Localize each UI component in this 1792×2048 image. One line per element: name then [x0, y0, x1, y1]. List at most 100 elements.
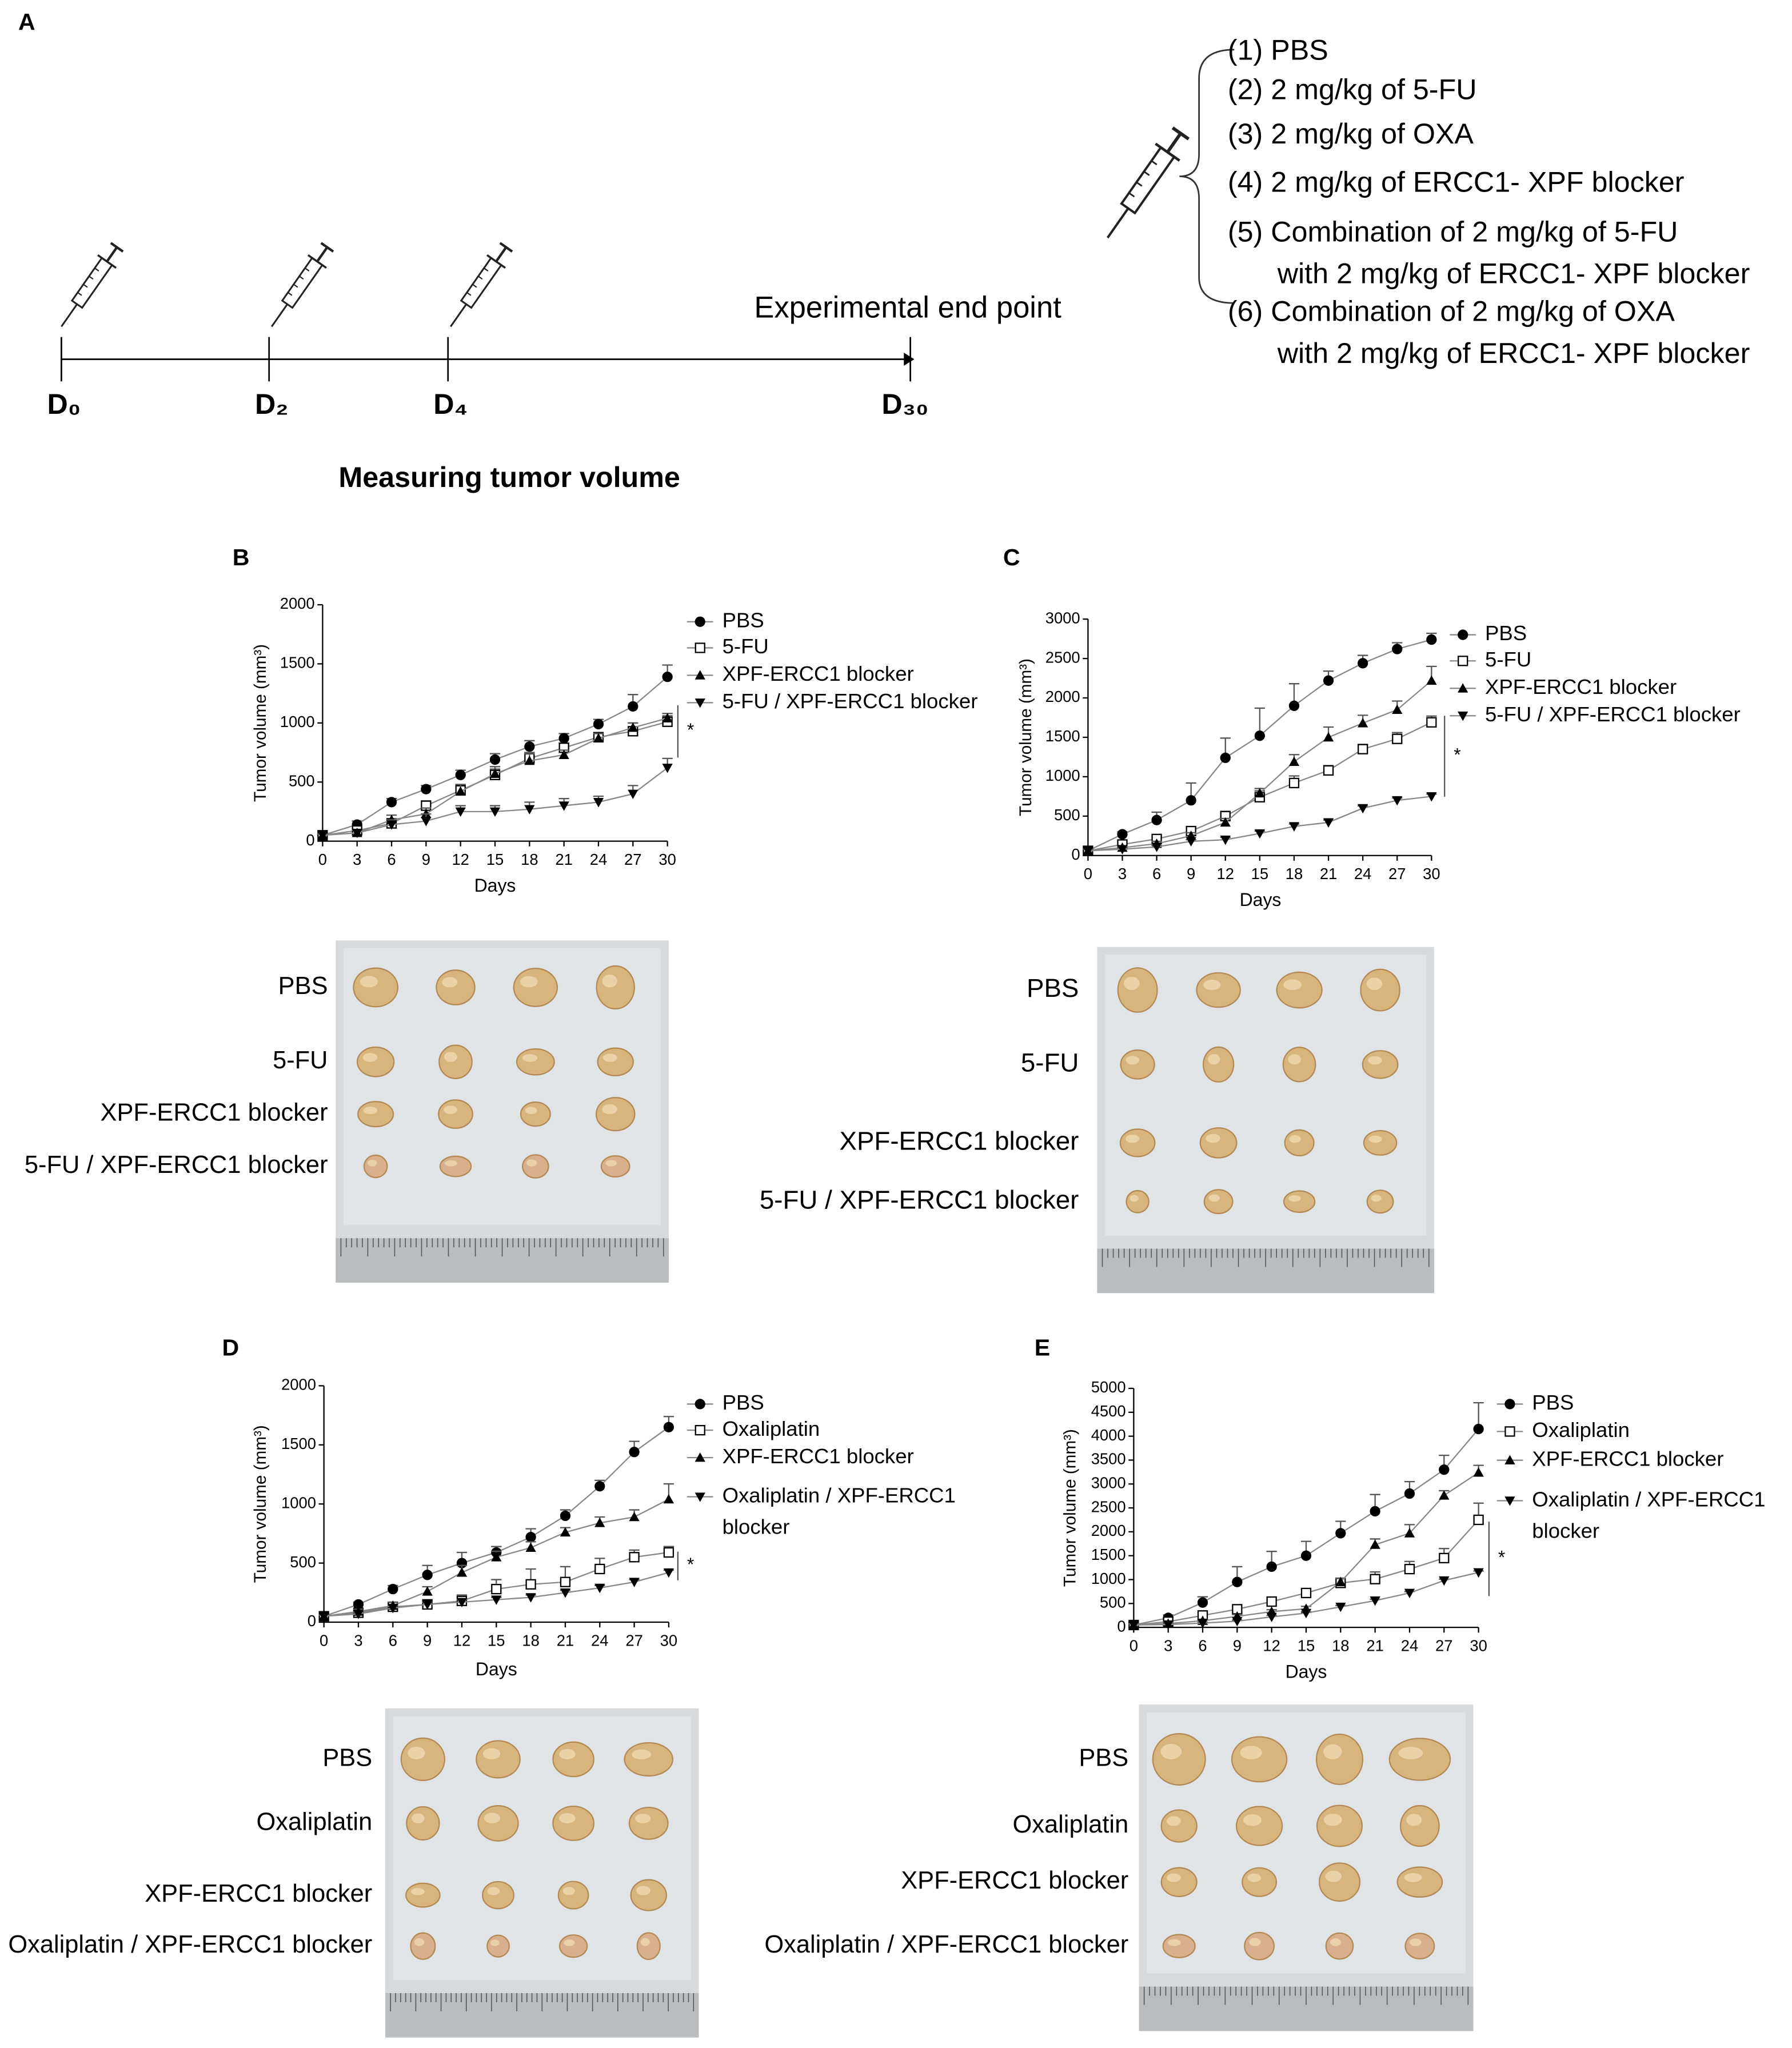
y-tick-label: 0: [306, 831, 314, 849]
legend-marker: [1458, 656, 1468, 666]
tumor-highlight: [1410, 1938, 1422, 1946]
treatment-text: (1) PBS: [1228, 34, 1328, 66]
marker: [1254, 829, 1266, 839]
x-tick-label: 18: [1286, 865, 1303, 883]
marker: [1300, 1587, 1312, 1599]
marker: [491, 1583, 502, 1595]
significance-mark: *: [687, 720, 694, 740]
legend-marker: [1504, 1426, 1515, 1437]
marker: [558, 749, 569, 759]
tumor: [1160, 1867, 1198, 1897]
marker: [1220, 835, 1231, 845]
y-tick-label: 2000: [280, 594, 315, 612]
marker: [629, 1552, 640, 1563]
marker: [558, 733, 569, 744]
y-tick-label: 2500: [1091, 1498, 1126, 1515]
marker: [1404, 1488, 1415, 1499]
tumor-highlight: [1167, 1873, 1181, 1882]
tumor-highlight: [487, 1887, 500, 1895]
marker: [525, 1593, 536, 1603]
marker: [1288, 777, 1300, 789]
tumor-highlight: [522, 1054, 538, 1062]
marker: [1300, 1608, 1312, 1619]
tumor: [1244, 1931, 1275, 1961]
tumor-highlight: [1288, 1195, 1301, 1202]
legend-label: Oxaliplatin: [723, 1417, 820, 1440]
x-tick-label: 18: [1332, 1637, 1349, 1655]
marker: [560, 1510, 571, 1522]
marker: [1232, 1616, 1243, 1627]
tumor: [1283, 1190, 1316, 1213]
timepoint-label: D₀: [47, 388, 81, 420]
tumor: [436, 969, 476, 1005]
marker: [1323, 732, 1334, 742]
legend-label: XPF-ERCC1 blocker: [1485, 675, 1677, 698]
tumor: [1162, 1934, 1196, 1959]
tumor-highlight: [411, 1813, 425, 1823]
y-tick-label: 1000: [281, 1494, 316, 1511]
barrel-mark: [304, 268, 310, 272]
treatment-text: (6) Combination of 2 mg/kg of OXA: [1228, 296, 1675, 328]
y-tick-label: 2500: [1045, 648, 1080, 666]
tumor-highlight: [605, 1160, 617, 1167]
marker: [489, 807, 501, 817]
x-tick-label: 9: [423, 1632, 432, 1650]
tumor-highlight: [445, 1160, 457, 1167]
x-tick-label: 9: [422, 851, 430, 868]
tumor: [596, 965, 635, 1010]
x-tick-label: 15: [1251, 865, 1268, 883]
marker: [1392, 704, 1403, 714]
tumor-highlight: [1249, 1938, 1261, 1946]
significance-mark: *: [1498, 1547, 1505, 1568]
tumor-highlight: [1160, 1744, 1182, 1759]
marker: [1323, 818, 1334, 828]
legend-marker: [695, 670, 705, 680]
marker: [628, 789, 638, 800]
marker: [1117, 829, 1128, 840]
barrel-mark: [94, 268, 99, 272]
barrel-mark: [1151, 160, 1158, 166]
legend-label: PBS: [723, 1391, 764, 1414]
marker: [1404, 1588, 1415, 1599]
marker: [663, 1494, 675, 1504]
tumor-highlight: [360, 976, 378, 988]
tumor-highlight: [1203, 980, 1221, 991]
x-tick-label: 27: [1388, 865, 1406, 883]
y-tick-label: 1000: [1045, 766, 1080, 784]
marker: [524, 805, 535, 815]
x-tick-label: 24: [591, 1632, 608, 1650]
marker: [1288, 822, 1300, 832]
photo-row-label: PBS: [278, 972, 328, 1000]
x-tick-label: 24: [590, 851, 607, 868]
tumor: [1316, 1805, 1363, 1847]
marker: [1473, 1423, 1484, 1435]
marker: [1083, 847, 1093, 856]
x-tick-label: 30: [1423, 865, 1440, 883]
x-tick-label: 3: [1164, 1637, 1172, 1655]
barrel-mark: [478, 276, 483, 280]
tumor: [552, 1805, 595, 1841]
tumor-highlight: [602, 975, 617, 988]
barrel-mark: [484, 268, 489, 272]
marker: [1335, 1602, 1346, 1612]
x-tick-label: 18: [522, 1632, 539, 1650]
timepoint-label: D₂: [255, 388, 289, 420]
marker: [1128, 1620, 1139, 1631]
x-tick-label: 15: [488, 1632, 505, 1650]
x-tick-label: 0: [318, 851, 327, 868]
legend-marker: [695, 1424, 705, 1436]
x-tick-label: 30: [660, 1632, 677, 1650]
x-tick-label: 0: [1130, 1637, 1138, 1655]
tumor-highlight: [602, 1104, 618, 1115]
x-axis-label: Days: [1240, 889, 1282, 910]
y-tick-label: 1000: [280, 713, 315, 730]
plunger-head: [499, 242, 513, 253]
tumor: [353, 967, 399, 1008]
tumor-highlight: [1126, 1056, 1140, 1065]
significance-mark: *: [687, 1554, 694, 1575]
tumor: [439, 1155, 472, 1177]
legend-marker: [695, 1492, 705, 1502]
marker: [1197, 1619, 1208, 1628]
tumor: [357, 1101, 394, 1128]
